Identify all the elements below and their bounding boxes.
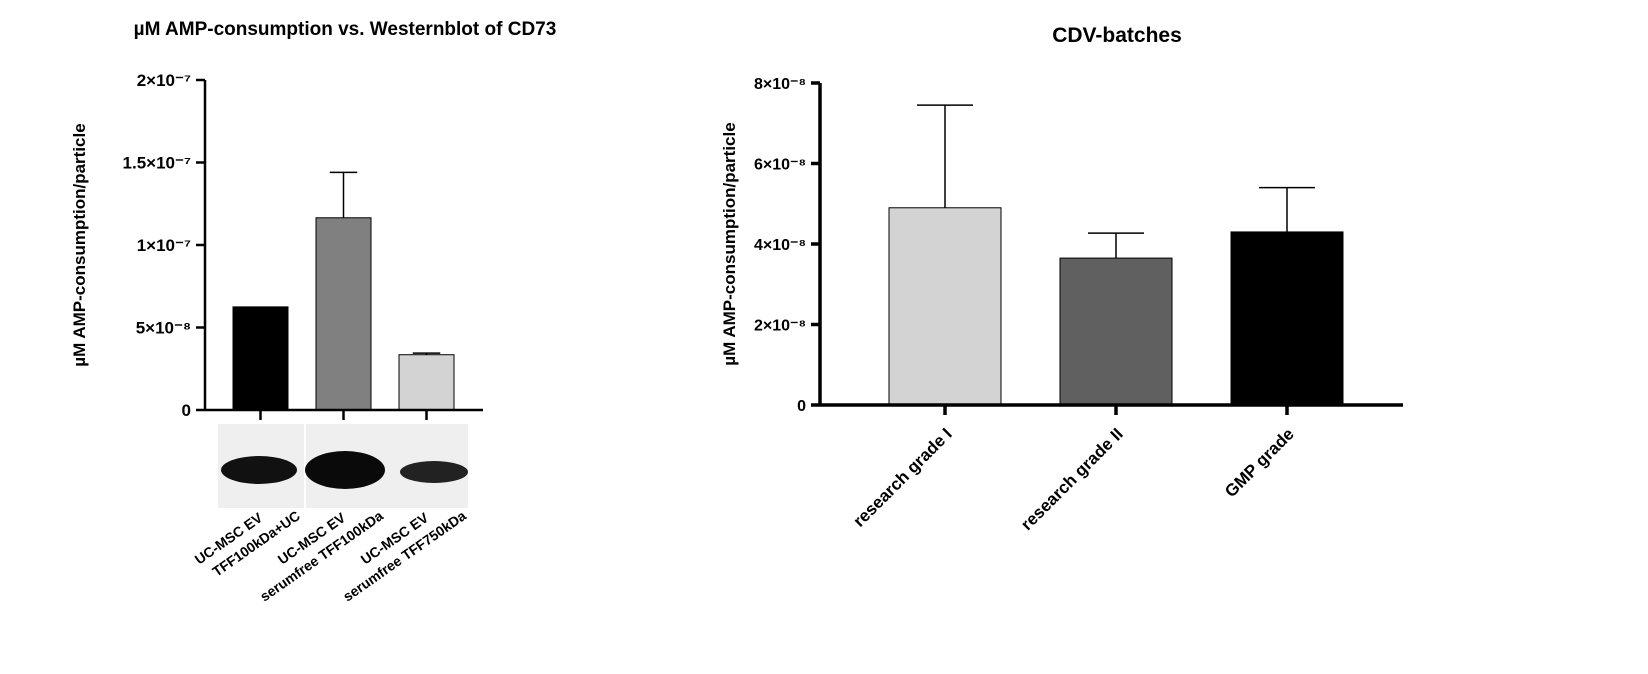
chart-title: CDV-batches: [1052, 24, 1182, 47]
bar: [232, 306, 289, 411]
y-tick-label: 0: [182, 401, 191, 420]
western-blot: [218, 424, 468, 508]
y-tick-label: 2×10⁻⁷: [137, 71, 191, 90]
x-tick-label: research grade II: [1017, 424, 1127, 534]
bar: [888, 207, 1002, 406]
y-tick-label: 1.5×10⁻⁷: [123, 154, 191, 173]
y-tick-label: 1×10⁻⁷: [137, 236, 191, 255]
x-tick-label: GMP grade: [1221, 424, 1298, 501]
x-tick-label: research grade I: [850, 424, 956, 530]
bar: [1059, 257, 1173, 406]
x-tick-label-line: research grade I: [850, 424, 956, 530]
y-axis-label: µM AMP-consumption/particle: [720, 122, 739, 365]
y-tick-label: 0: [797, 398, 806, 415]
x-tick-label-line: research grade II: [1017, 424, 1127, 534]
blot-band: [305, 451, 385, 489]
chart-title: µM AMP-consumption vs. Westernblot of CD…: [134, 19, 557, 40]
y-axis-label: µM AMP-consumption/particle: [70, 123, 89, 366]
bar: [398, 354, 455, 411]
bar: [1230, 231, 1344, 406]
y-tick-label: 8×10⁻⁸: [754, 76, 806, 93]
y-tick-label: 5×10⁻⁸: [136, 319, 191, 338]
y-tick-label: 6×10⁻⁸: [754, 157, 806, 174]
y-tick-label: 4×10⁻⁸: [754, 237, 806, 254]
blot-band: [400, 461, 468, 483]
bar: [315, 217, 372, 411]
y-tick-label: 2×10⁻⁸: [754, 318, 806, 335]
blot-band: [221, 456, 297, 484]
x-tick-label-line: GMP grade: [1221, 424, 1298, 501]
